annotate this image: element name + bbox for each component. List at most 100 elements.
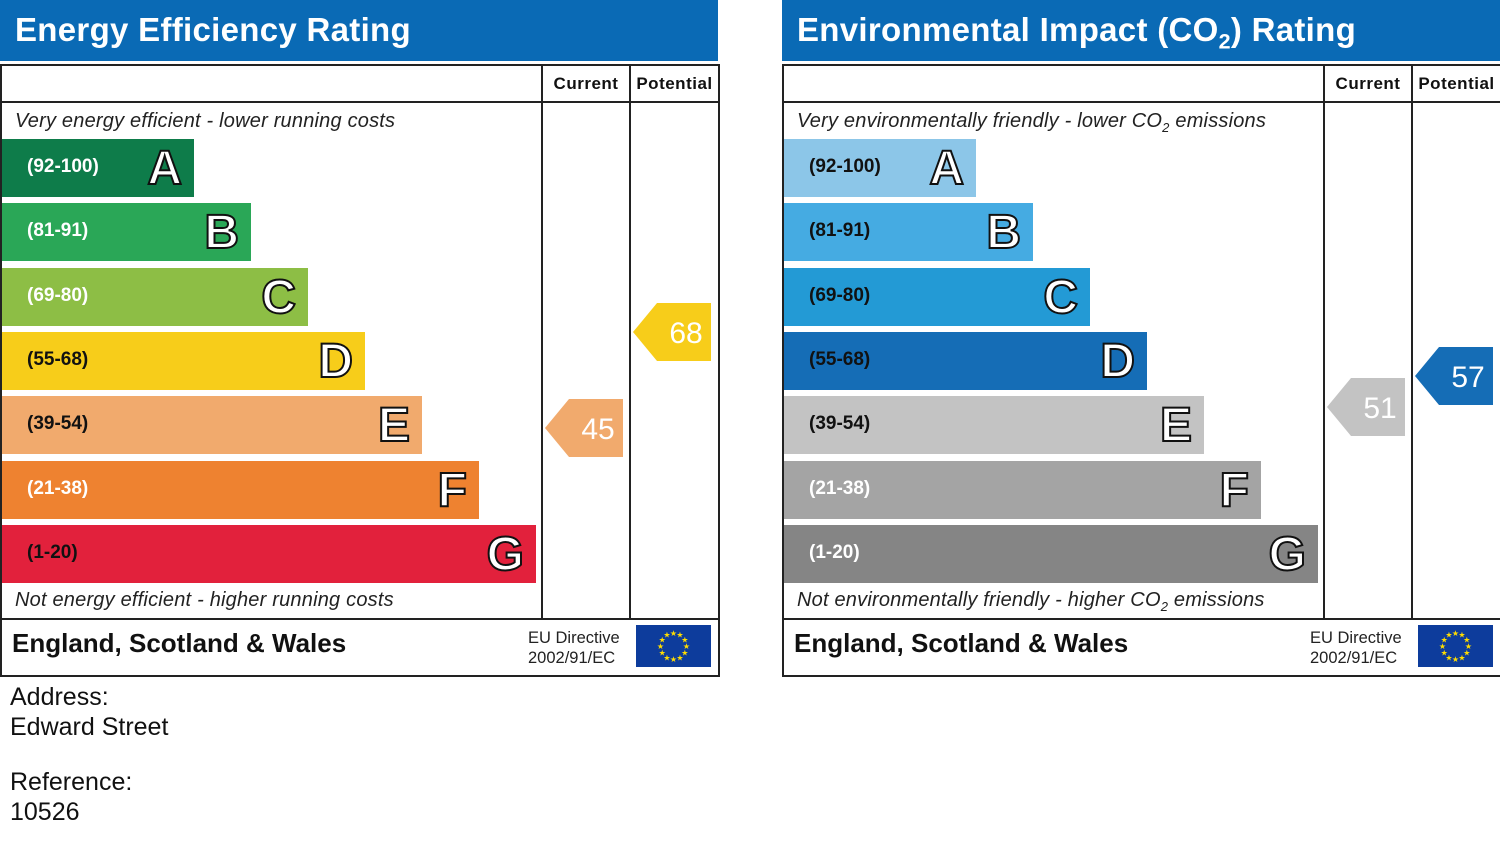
eu-flag-star: ★ [1445,653,1452,662]
potential-rating-marker: 57 [1415,347,1493,406]
eu-directive-line2: 2002/91/EC [528,649,616,667]
band-letter: F [437,463,468,518]
current-rating-marker-arrow [1327,377,1405,436]
eu-flag-star: ★ [676,631,683,640]
band-letter: D [1099,334,1136,389]
potential-rating-marker-value: 57 [1451,361,1484,394]
environment-footer-rule [784,618,1500,620]
band-bar-a: (92-100) A [784,139,976,197]
environmental-impact-panel: Environmental Impact (CO2) Rating Curren… [782,0,1500,677]
eu-flag-star: ★ [1465,642,1472,651]
eu-flag-star: ★ [659,636,666,645]
eu-flag-star: ★ [1452,655,1459,664]
potential-rating-marker-arrow [1415,347,1493,406]
energy-bottom-note: Not energy efficient - higher running co… [15,589,394,611]
potential-rating-marker-value: 68 [669,317,702,350]
band-letter: D [317,334,354,389]
band-range-label: (21-38) [809,477,871,499]
eu-flag-icon: ★ ★ ★ ★ ★ ★ ★ ★ ★ ★ ★ ★ [1418,625,1493,667]
environment-divider-potential [1411,66,1413,619]
environment-potential-header: Potential [1418,74,1495,93]
band-bar-g: (1-20) G [2,524,536,583]
energy-eu-directive: EU Directive 2002/91/EC [528,628,620,668]
energy-footer-region: England, Scotland & Wales [12,628,347,658]
environment-header: Environmental Impact (CO2) Rating [782,0,1500,61]
band-bar-d: (55-68) D [784,331,1147,390]
eu-flag-star: ★ [670,629,677,638]
environment-eu-directive: EU Directive 2002/91/EC [1310,628,1402,668]
environment-frame: Current Potential Very environmentally f… [782,64,1500,677]
band-range-label: (55-68) [27,348,89,370]
energy-divider-potential [629,66,631,619]
band-range-label: (81-91) [27,220,89,242]
energy-divider-current [541,66,543,619]
energy-frame: Current Potential Very energy efficient … [0,64,720,677]
environment-bottom-note: Not environmentally friendly - higher CO… [797,589,1265,614]
band-bar-g: (1-20) G [784,524,1318,583]
energy-efficiency-panel: Energy Efficiency Rating Current Potenti… [0,0,720,677]
band-bar-b: (81-91) B [784,203,1033,262]
band-bar-e: (39-54) E [784,396,1204,455]
energy-current-header: Current [553,74,619,93]
band-letter: E [1159,398,1193,453]
eu-flag-star: ★ [1458,653,1465,662]
band-letter: E [377,398,411,453]
band-bar-e: (39-54) E [2,396,422,455]
current-rating-marker-value: 51 [1363,392,1396,425]
band-range-label: (69-80) [27,284,89,306]
environment-divider-current [1323,66,1325,619]
eu-flag-star: ★ [663,653,670,662]
environment-current-header: Current [1335,74,1401,93]
eu-flag-icon: ★ ★ ★ ★ ★ ★ ★ ★ ★ ★ ★ ★ [636,625,711,667]
band-range-label: (39-54) [809,413,871,435]
band-range-label: (69-80) [809,284,871,306]
energy-potential-header: Potential [636,74,713,93]
reference-value: 10526 [10,798,80,826]
eu-flag-star: ★ [1439,642,1446,651]
band-range-label: (92-100) [809,156,881,177]
band-range-label: (55-68) [809,348,871,370]
eu-flag-star: ★ [683,642,690,651]
current-rating-marker-arrow [545,398,623,457]
eu-flag-star: ★ [1445,631,1452,640]
energy-header-rule [2,101,718,103]
energy-header: Energy Efficiency Rating [0,0,718,61]
potential-rating-marker-arrow [633,302,711,361]
eu-flag-star: ★ [1441,649,1448,658]
band-bar-c: (69-80) C [2,267,308,326]
band-letter: G [1268,527,1307,582]
band-letter: B [985,205,1022,260]
address-label: Address: [10,683,109,711]
eu-directive-line1: EU Directive [528,629,620,647]
energy-title: Energy Efficiency Rating [15,11,411,48]
band-bar-a: (92-100) A [2,139,194,197]
eu-flag-star: ★ [1458,631,1465,640]
band-letter: G [486,527,525,582]
eu-flag-star: ★ [659,649,666,658]
eu-flag-star: ★ [1463,636,1470,645]
environment-header-rule [784,101,1500,103]
band-range-label: (92-100) [27,156,99,177]
band-range-label: (81-91) [809,220,871,242]
band-bar-c: (69-80) C [784,267,1090,326]
band-letter: C [1042,270,1079,325]
environment-footer-region: England, Scotland & Wales [794,628,1129,658]
band-bar-f: (21-38) F [784,460,1261,519]
eu-directive-line2: 2002/91/EC [1310,649,1398,667]
band-range-label: (1-20) [809,541,860,563]
reference-label: Reference: [10,768,133,796]
band-range-label: (39-54) [27,413,89,435]
band-bar-f: (21-38) F [2,460,479,519]
current-rating-marker: 51 [1327,377,1405,436]
eu-flag-star: ★ [657,642,664,651]
eu-flag-star: ★ [681,649,688,658]
environment-title: Environmental Impact (CO2) Rating [797,11,1357,54]
band-range-label: (1-20) [27,541,78,563]
eu-flag-star: ★ [681,636,688,645]
current-rating-marker-value: 45 [581,413,614,446]
band-letter: B [203,205,240,260]
eu-flag-star: ★ [676,653,683,662]
current-rating-marker: 45 [545,398,623,457]
band-letter: F [1219,463,1250,518]
band-bar-d: (55-68) D [2,331,365,390]
